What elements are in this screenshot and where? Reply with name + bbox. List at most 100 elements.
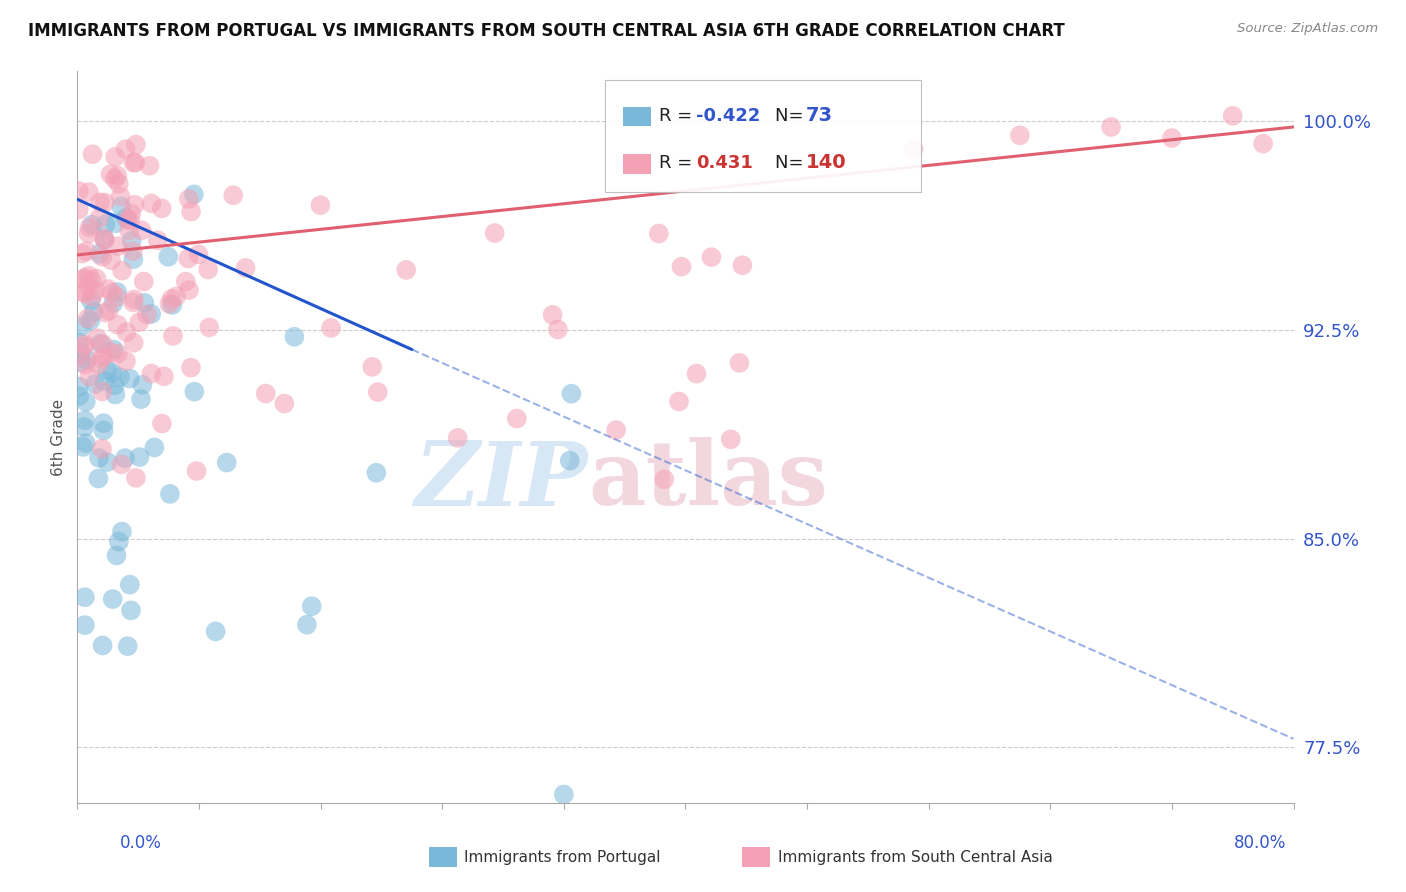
Point xyxy=(76,244,98,259)
Point xyxy=(73,413,96,427)
Point xyxy=(67,335,90,350)
Point xyxy=(215,456,238,470)
Point xyxy=(70,355,93,369)
Point xyxy=(91,250,114,264)
Point xyxy=(484,226,506,240)
Point xyxy=(395,263,418,277)
Point xyxy=(122,244,145,258)
Point xyxy=(124,198,146,212)
Point xyxy=(728,356,751,370)
Point xyxy=(86,271,108,285)
Point xyxy=(104,150,127,164)
Point xyxy=(93,416,115,430)
Point xyxy=(77,227,100,241)
Point xyxy=(198,320,221,334)
Point xyxy=(648,227,671,241)
Point xyxy=(67,184,90,198)
Text: 80.0%: 80.0% xyxy=(1234,834,1286,852)
Point xyxy=(111,524,134,539)
Point xyxy=(110,189,132,203)
Point xyxy=(700,250,723,264)
Point xyxy=(80,218,103,232)
Point xyxy=(87,450,110,465)
Point xyxy=(77,268,100,283)
Point xyxy=(153,369,176,384)
Point xyxy=(295,617,318,632)
Point xyxy=(506,411,529,425)
Point xyxy=(731,258,754,272)
Point xyxy=(76,311,98,326)
Point xyxy=(111,263,134,277)
Point xyxy=(94,218,117,232)
Point xyxy=(685,367,707,381)
Point xyxy=(125,137,148,152)
Point xyxy=(101,285,124,300)
Point xyxy=(77,185,100,199)
Point xyxy=(122,155,145,169)
Point xyxy=(903,142,925,156)
Point xyxy=(73,285,96,299)
Point xyxy=(73,420,96,434)
Point xyxy=(100,167,122,181)
Point xyxy=(107,239,129,253)
Point xyxy=(75,436,97,450)
Point xyxy=(124,155,146,169)
Point xyxy=(553,788,575,802)
Point xyxy=(1008,128,1031,143)
Point xyxy=(177,283,200,297)
Point xyxy=(174,275,197,289)
Point xyxy=(70,246,93,260)
Point xyxy=(118,577,141,591)
Point xyxy=(157,297,180,311)
Point xyxy=(73,591,96,605)
Point xyxy=(162,298,184,312)
Point xyxy=(121,234,143,248)
Point xyxy=(93,195,115,210)
Point xyxy=(104,216,127,230)
Point xyxy=(129,392,152,406)
Point xyxy=(138,159,160,173)
Point xyxy=(162,329,184,343)
Point xyxy=(366,466,388,480)
Point xyxy=(79,313,101,327)
Point xyxy=(118,371,141,385)
Point xyxy=(541,308,564,322)
Point xyxy=(197,262,219,277)
Point xyxy=(91,442,114,456)
Point xyxy=(90,351,112,366)
Point xyxy=(75,394,97,409)
Point xyxy=(560,386,582,401)
Point xyxy=(93,232,115,246)
Point xyxy=(100,345,122,359)
Point xyxy=(93,233,115,247)
Point xyxy=(73,286,96,301)
Point xyxy=(183,384,205,399)
Point xyxy=(122,252,145,267)
Point xyxy=(93,231,115,245)
Point xyxy=(89,211,111,226)
Point xyxy=(80,273,103,287)
Text: 0.431: 0.431 xyxy=(696,154,752,172)
Point xyxy=(80,290,103,304)
Text: atlas: atlas xyxy=(588,437,828,524)
Point xyxy=(204,624,226,639)
Point xyxy=(141,307,163,321)
Point xyxy=(105,285,128,299)
Point xyxy=(89,247,111,261)
Point xyxy=(75,358,97,372)
Point xyxy=(668,394,690,409)
Point xyxy=(254,386,277,401)
Point xyxy=(671,260,693,274)
Point xyxy=(120,603,142,617)
Point xyxy=(301,599,323,614)
Point xyxy=(134,295,156,310)
Point xyxy=(131,223,153,237)
Point xyxy=(309,198,332,212)
Point xyxy=(361,359,384,374)
Text: 73: 73 xyxy=(806,106,832,125)
Point xyxy=(103,296,125,310)
Point xyxy=(108,370,131,384)
Text: 140: 140 xyxy=(806,153,846,172)
Point xyxy=(150,417,173,431)
Point xyxy=(222,188,245,202)
